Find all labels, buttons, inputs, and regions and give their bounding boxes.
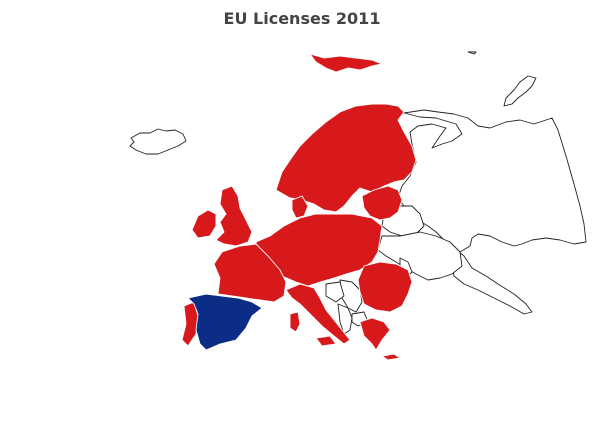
montenegro-albania[interactable]	[337, 303, 353, 335]
bosnia[interactable]	[325, 281, 345, 303]
norway-svalbard-outline[interactable]	[467, 51, 477, 55]
baltic-states[interactable]	[361, 185, 403, 221]
ireland[interactable]	[191, 209, 217, 239]
central-europe[interactable]	[255, 213, 383, 287]
ukraine[interactable]	[377, 231, 463, 281]
russia[interactable]	[397, 109, 587, 315]
iceland[interactable]	[129, 128, 187, 155]
map-title: EU Licenses 2011	[223, 9, 381, 28]
novaya-zemlya[interactable]	[503, 75, 537, 107]
spain[interactable]	[187, 293, 263, 351]
great-britain[interactable]	[215, 185, 253, 247]
eu-member-countries	[181, 53, 417, 361]
romania-bulgaria[interactable]	[357, 261, 413, 313]
france[interactable]	[213, 243, 287, 303]
italy[interactable]	[285, 283, 351, 345]
denmark[interactable]	[291, 195, 309, 219]
svalbard-region[interactable]	[309, 53, 383, 73]
greece[interactable]	[359, 317, 391, 351]
serbia[interactable]	[339, 279, 363, 313]
crete[interactable]	[381, 353, 401, 361]
scandinavia[interactable]	[275, 103, 417, 213]
sicily[interactable]	[315, 335, 337, 347]
non-member-countries	[129, 51, 587, 335]
highlighted-country-group	[187, 293, 263, 351]
sardinia[interactable]	[289, 311, 301, 333]
